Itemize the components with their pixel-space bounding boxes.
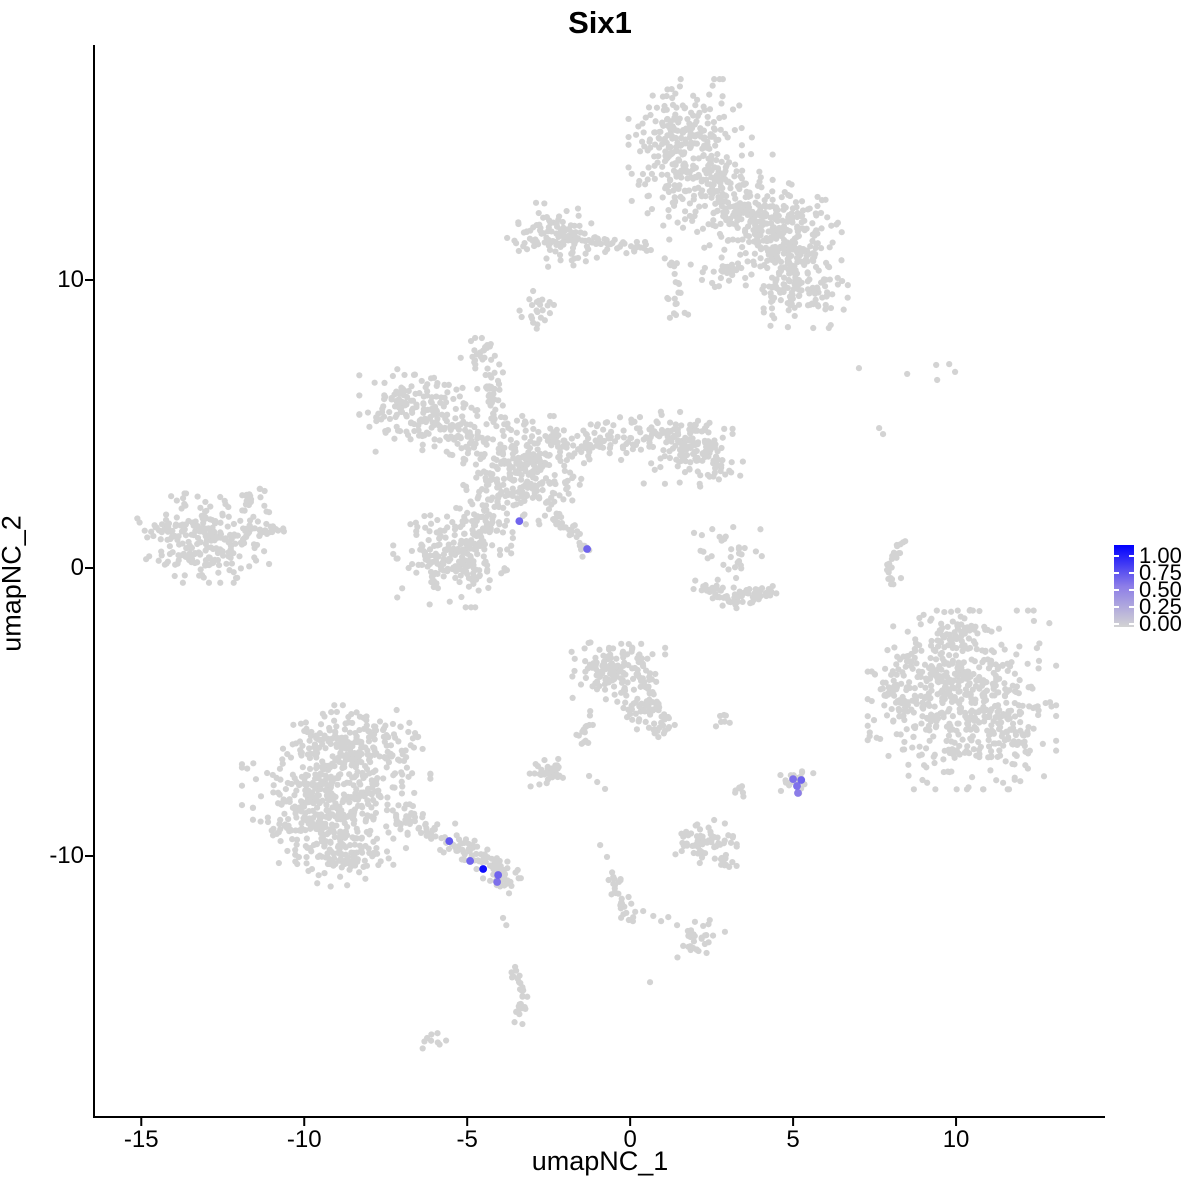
legend-colorbar-tick bbox=[1129, 623, 1134, 625]
legend-colorbar-tick bbox=[1114, 623, 1119, 625]
legend-colorbar-tick bbox=[1114, 606, 1119, 608]
legend-tick-label: 0.50 bbox=[1139, 577, 1182, 602]
x-tick-label: 5 bbox=[786, 1126, 800, 1153]
legend-colorbar-tick bbox=[1114, 555, 1119, 557]
legend-tick-label: 1.00 bbox=[1139, 543, 1182, 568]
x-tick-label: 0 bbox=[623, 1126, 637, 1153]
legend-colorbar-tick bbox=[1129, 555, 1134, 557]
x-tick-label: -10 bbox=[286, 1126, 322, 1153]
x-tick-label: -15 bbox=[123, 1126, 159, 1153]
legend-tick-label: 0.75 bbox=[1139, 560, 1182, 585]
legend-colorbar-tick bbox=[1114, 589, 1119, 591]
legend-colorbar-tick bbox=[1114, 572, 1119, 574]
x-tick-label: -5 bbox=[456, 1126, 478, 1153]
legend-tick-label: 0.25 bbox=[1139, 594, 1182, 619]
x-tick-label: 10 bbox=[942, 1126, 970, 1153]
plot-title: Six1 bbox=[568, 5, 632, 40]
legend-colorbar-tick bbox=[1129, 589, 1134, 591]
y-axis-label: umapNC_2 bbox=[0, 515, 27, 652]
legend-colorbar bbox=[1114, 545, 1134, 627]
legend-colorbar-tick bbox=[1129, 572, 1134, 574]
legend-colorbar-tick bbox=[1129, 606, 1134, 608]
y-tick-label: 0 bbox=[70, 554, 84, 582]
x-axis-label: umapNC_1 bbox=[531, 1146, 669, 1176]
expression-legend: 1.00 0.75 0.50 0.25 0.00 bbox=[1108, 538, 1200, 638]
legend-tick-label: 0.00 bbox=[1139, 611, 1182, 636]
y-tick-label: 10 bbox=[57, 266, 84, 294]
y-tick-label: -10 bbox=[49, 842, 84, 870]
